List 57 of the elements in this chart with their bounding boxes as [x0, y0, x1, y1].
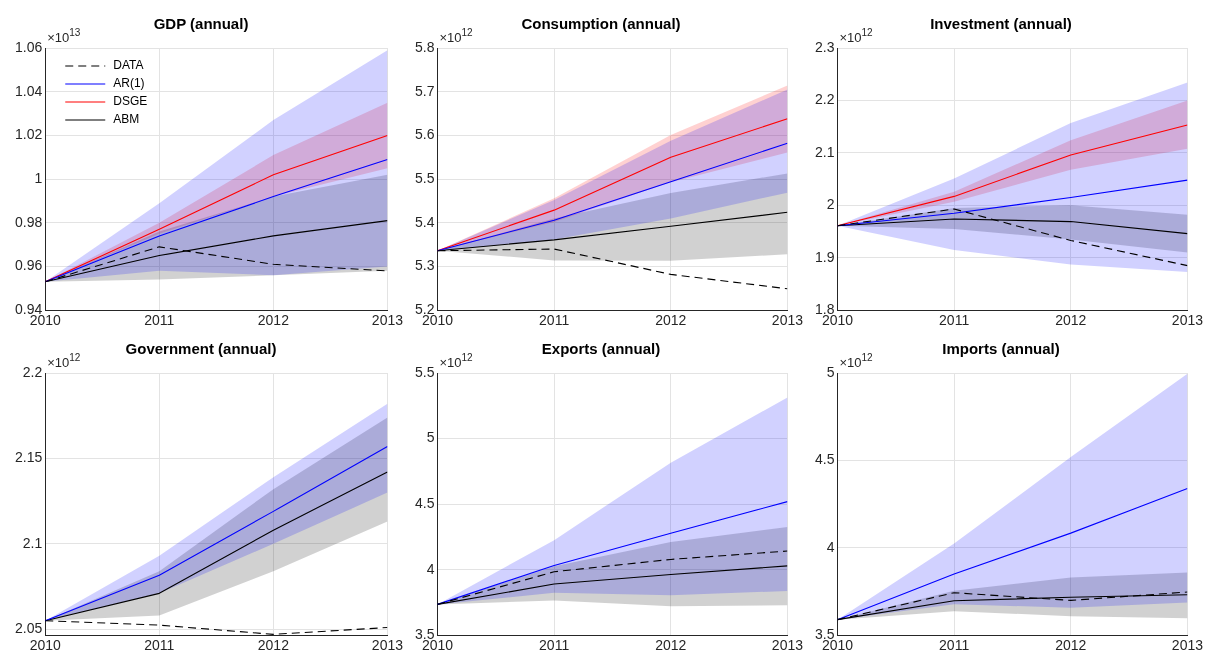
y-tick-label: 5.6 — [414, 126, 435, 143]
x-tick-label: 2011 — [144, 637, 175, 654]
chart-title: Exports (annual) — [541, 340, 661, 358]
legend-label: DSGE — [113, 94, 148, 109]
y-tick-label: 2.2 — [22, 363, 43, 380]
y-tick-label: 5.8 — [414, 38, 435, 55]
chart-title: GDP (annual) — [153, 15, 249, 33]
legend-label: ABM — [113, 112, 140, 127]
x-tick-label: 2011 — [539, 312, 570, 329]
y-tick-label: 5.5 — [414, 169, 435, 186]
x-tick-label: 2011 — [939, 312, 970, 329]
x-tick-label: 2011 — [144, 312, 175, 329]
y-tick-label: 5.5 — [414, 363, 435, 380]
y-tick-label: 2.2 — [814, 91, 835, 108]
legend-label: DATA — [113, 58, 144, 73]
y-tick-label: 1 — [34, 169, 43, 186]
chart-title: Investment (annual) — [930, 15, 1072, 33]
chart-title: Consumption (annual) — [521, 15, 681, 33]
y-tick-label: 1.06 — [15, 38, 43, 55]
y-tick-label: 4 — [826, 538, 835, 555]
y-tick-label: 2.15 — [15, 449, 43, 466]
y-tick-label: 1.04 — [15, 82, 43, 99]
y-tick-label: 5.4 — [414, 213, 435, 230]
chart-title: Imports (annual) — [942, 340, 1060, 358]
x-tick-label: 2012 — [257, 637, 290, 654]
y-tick-label: 1.02 — [15, 126, 43, 143]
chart-title: Government (annual) — [125, 340, 277, 358]
x-tick-label: 2012 — [1055, 312, 1087, 329]
x-tick-label: 2013 — [1171, 637, 1204, 654]
legend-label: AR(1) — [113, 76, 145, 91]
y-tick-label: 2.05 — [15, 620, 43, 637]
y-tick-label: 4 — [426, 560, 435, 577]
x-tick-label: 2013 — [771, 312, 804, 329]
y-tick-label: 2.1 — [22, 534, 43, 551]
x-tick-label: 2012 — [655, 637, 687, 654]
x-tick-label: 2013 — [771, 637, 804, 654]
y-tick-label: 5 — [826, 363, 835, 380]
y-tick-label: 2.3 — [814, 38, 835, 55]
y-tick-label: 2 — [826, 196, 835, 213]
y-tick-label: 5.3 — [414, 257, 435, 274]
x-tick-label: 2010 — [29, 637, 62, 654]
x-tick-label: 2013 — [1171, 312, 1204, 329]
y-tick-label: 5.7 — [414, 82, 435, 99]
y-tick-label: 4.5 — [414, 494, 435, 511]
y-tick-label: 0.98 — [15, 213, 43, 230]
x-tick-label: 2013 — [371, 312, 404, 329]
y-tick-label: 0.96 — [15, 257, 43, 274]
y-tick-label: 5 — [426, 429, 435, 446]
y-tick-label: 2.1 — [814, 143, 835, 160]
x-tick-label: 2012 — [1055, 637, 1087, 654]
x-tick-label: 2011 — [539, 637, 570, 654]
x-tick-label: 2012 — [655, 312, 687, 329]
x-tick-label: 2011 — [939, 637, 970, 654]
x-tick-label: 2012 — [257, 312, 290, 329]
y-tick-label: 4.5 — [814, 451, 835, 468]
y-tick-label: 1.9 — [814, 248, 835, 265]
x-tick-label: 2013 — [371, 637, 404, 654]
